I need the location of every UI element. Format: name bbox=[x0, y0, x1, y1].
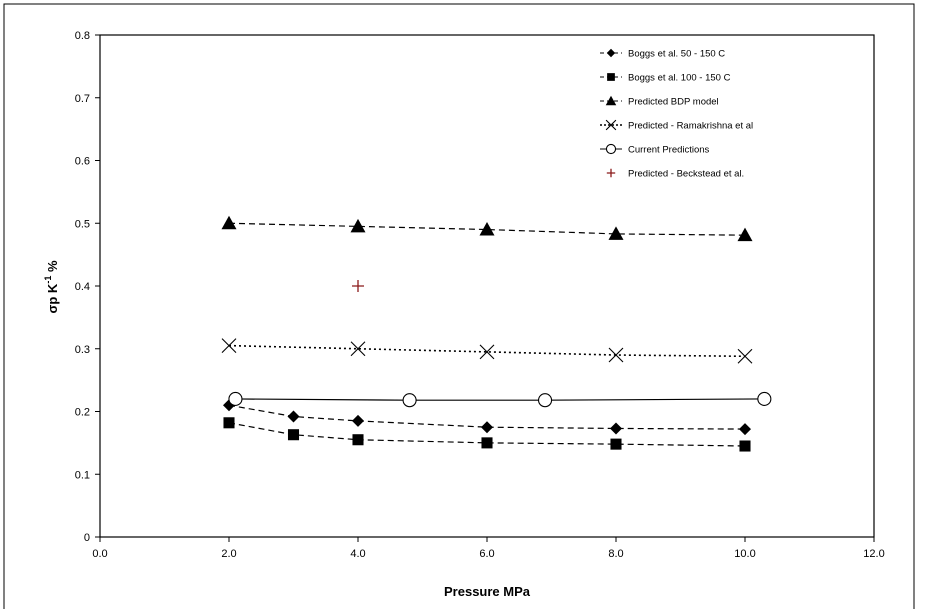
data-point-square bbox=[287, 429, 300, 441]
legend-label: Predicted - Beckstead et al. bbox=[628, 169, 744, 180]
data-point-circle bbox=[537, 393, 553, 408]
legend-label: Predicted - Ramakrishna et al bbox=[628, 121, 753, 132]
legend: Boggs et al. 50 - 150 C Boggs et al. 100 … bbox=[600, 49, 753, 180]
legend-marker-circle bbox=[605, 143, 617, 155]
data-point-x bbox=[608, 347, 624, 363]
data-point-diamond bbox=[481, 421, 493, 434]
legend-marker-plus bbox=[606, 168, 616, 178]
y-tick-label: 0.7 bbox=[75, 93, 90, 105]
data-point-square bbox=[481, 437, 493, 449]
x-tick-label: 0.0 bbox=[92, 548, 107, 560]
data-point-square bbox=[739, 440, 751, 452]
data-point-square bbox=[223, 417, 235, 429]
series-line-3 bbox=[228, 344, 746, 358]
data-point-x bbox=[350, 341, 366, 357]
y-tick-label: 0.3 bbox=[75, 344, 90, 356]
series-line-0 bbox=[228, 404, 746, 430]
data-point-x bbox=[737, 348, 753, 364]
y-tick-label: 0.1 bbox=[75, 469, 90, 481]
data-point-x bbox=[479, 344, 495, 360]
data-point-diamond bbox=[739, 423, 751, 436]
data-point-triangle bbox=[479, 222, 495, 236]
data-point-triangle bbox=[350, 218, 366, 233]
data-point-triangle bbox=[608, 226, 624, 240]
y-tick-label: 0.2 bbox=[75, 407, 90, 419]
y-axis-label-sup: -1 bbox=[43, 276, 53, 284]
x-tick-label: 2.0 bbox=[221, 548, 236, 560]
x-tick-label: 8.0 bbox=[608, 548, 623, 560]
legend-marker-square bbox=[607, 73, 615, 81]
y-tick-label: 0 bbox=[84, 532, 90, 544]
x-tick-label: 6.0 bbox=[479, 548, 494, 560]
x-axis-label: Pressure MPa bbox=[444, 584, 531, 599]
plot-area bbox=[99, 34, 875, 538]
data-point-square bbox=[610, 438, 622, 450]
legend-marker-x bbox=[605, 119, 617, 131]
data-point-circle bbox=[757, 391, 772, 407]
y-axis: 0 0.1 0.2 0.3 0.4 0.5 0.6 0.7 0.8 bbox=[75, 30, 100, 544]
y-axis-label-main: σp K bbox=[45, 283, 60, 313]
legend-marker-diamond bbox=[606, 48, 616, 58]
legend-label: Boggs et al. 50 - 150 C bbox=[628, 49, 725, 60]
y-tick-label: 0.5 bbox=[75, 218, 90, 230]
legend-label: Current Predictions bbox=[628, 145, 710, 156]
data-point-diamond bbox=[352, 414, 364, 427]
y-axis-label-tail: % bbox=[45, 260, 60, 276]
data-point-circle bbox=[228, 391, 243, 407]
legend-marker-triangle bbox=[605, 95, 617, 106]
data-point-x bbox=[221, 338, 237, 354]
series-layer bbox=[221, 215, 772, 452]
y-tick-label: 0.6 bbox=[75, 156, 90, 168]
data-point-square bbox=[352, 434, 364, 446]
series-line-4 bbox=[235, 398, 765, 401]
data-point-diamond bbox=[610, 422, 622, 435]
data-point-circle bbox=[402, 393, 417, 408]
x-tick-label: 10.0 bbox=[734, 548, 755, 560]
y-tick-label: 0.8 bbox=[75, 30, 90, 42]
series-line-2 bbox=[228, 222, 746, 236]
data-point-triangle bbox=[221, 215, 237, 230]
x-axis: 0.0 2.0 4.0 6.0 8.0 10.0 12.0 bbox=[92, 537, 885, 560]
data-point-diamond bbox=[287, 410, 300, 423]
x-tick-label: 4.0 bbox=[350, 548, 365, 560]
data-point-plus bbox=[352, 280, 364, 292]
y-axis-label: σp K-1 % bbox=[43, 260, 60, 313]
series-line-1 bbox=[228, 422, 746, 447]
legend-label: Predicted BDP model bbox=[628, 97, 719, 108]
x-tick-label: 12.0 bbox=[863, 548, 884, 560]
y-tick-label: 0.4 bbox=[75, 281, 90, 293]
data-point-triangle bbox=[737, 227, 753, 242]
legend-label: Boggs et al. 100 - 150 C bbox=[628, 73, 731, 84]
